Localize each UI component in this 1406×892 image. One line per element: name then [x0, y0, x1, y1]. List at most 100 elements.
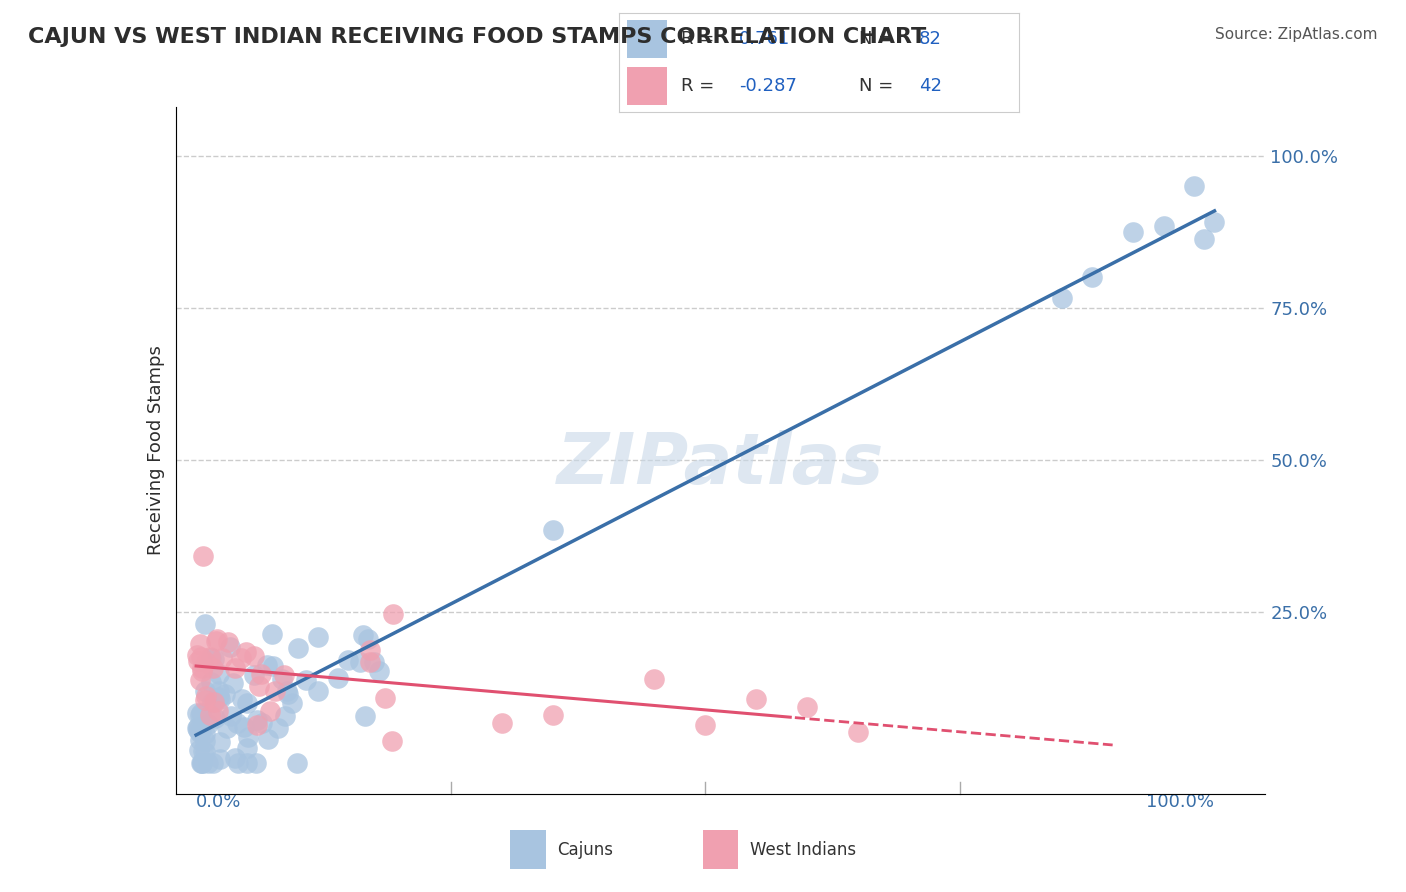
Point: [307, 630, 329, 644]
Point: [191, 661, 214, 675]
Point: [295, 673, 318, 687]
Point: [235, 741, 257, 756]
Point: [374, 691, 396, 706]
Point: [191, 756, 214, 770]
Point: [194, 746, 217, 760]
Point: [187, 654, 209, 668]
Point: [359, 642, 381, 657]
Point: [200, 674, 222, 689]
Point: [238, 730, 260, 744]
Point: [205, 633, 228, 648]
Point: [187, 723, 209, 737]
FancyBboxPatch shape: [627, 21, 666, 57]
Point: [247, 679, 270, 693]
Text: Source: ZipAtlas.com: Source: ZipAtlas.com: [1215, 27, 1378, 42]
Text: West Indians: West Indians: [751, 840, 856, 859]
Y-axis label: Receiving Food Stamps: Receiving Food Stamps: [146, 345, 165, 556]
Point: [190, 708, 212, 723]
Point: [207, 632, 229, 646]
Point: [204, 652, 226, 666]
Text: R =: R =: [681, 30, 714, 48]
Point: [191, 549, 214, 563]
Point: [745, 692, 768, 706]
Point: [187, 720, 209, 734]
Point: [224, 750, 246, 764]
Text: N =: N =: [859, 30, 893, 48]
Point: [307, 684, 329, 698]
Text: 0.0%: 0.0%: [195, 793, 242, 811]
Point: [381, 733, 404, 747]
Point: [243, 668, 266, 682]
Point: [235, 645, 257, 659]
Text: Cajuns: Cajuns: [557, 840, 613, 859]
Point: [233, 720, 256, 734]
Point: [194, 734, 217, 748]
Point: [217, 722, 239, 736]
Point: [194, 683, 217, 698]
Text: 42: 42: [920, 77, 942, 95]
Point: [246, 718, 269, 732]
Point: [194, 690, 217, 704]
Point: [188, 673, 211, 687]
Point: [1194, 232, 1216, 246]
Point: [209, 691, 232, 706]
Point: [260, 626, 283, 640]
Point: [846, 724, 869, 739]
Point: [194, 692, 217, 706]
Text: 0.761: 0.761: [740, 30, 790, 48]
Point: [194, 727, 217, 741]
Point: [191, 664, 214, 678]
Point: [274, 708, 297, 723]
Text: 82: 82: [920, 30, 942, 48]
Point: [193, 744, 215, 758]
Point: [796, 700, 818, 714]
Point: [1182, 178, 1205, 193]
Point: [541, 523, 564, 537]
Point: [231, 692, 253, 706]
FancyBboxPatch shape: [703, 830, 738, 869]
Point: [236, 756, 259, 771]
Text: R =: R =: [681, 77, 714, 95]
Point: [191, 756, 214, 771]
Point: [190, 706, 212, 721]
Point: [224, 661, 246, 675]
Point: [242, 648, 264, 663]
Point: [349, 655, 371, 669]
Point: [219, 709, 242, 723]
Point: [643, 672, 665, 686]
Point: [186, 721, 208, 735]
Point: [352, 628, 374, 642]
Point: [188, 636, 211, 650]
Point: [188, 733, 211, 747]
Point: [211, 651, 233, 665]
Point: [194, 616, 217, 631]
Point: [202, 695, 225, 709]
Point: [357, 632, 380, 646]
Point: [359, 655, 381, 669]
Point: [200, 651, 222, 665]
Point: [187, 743, 209, 757]
Point: [541, 708, 564, 723]
Point: [202, 756, 225, 771]
Point: [246, 714, 269, 728]
Point: [202, 661, 225, 675]
Text: ZIPatlas: ZIPatlas: [557, 430, 884, 499]
Point: [217, 635, 239, 649]
Point: [491, 716, 513, 731]
Point: [190, 650, 212, 665]
Point: [328, 671, 350, 685]
Point: [198, 650, 221, 665]
Point: [354, 709, 377, 723]
Point: [236, 697, 259, 711]
FancyBboxPatch shape: [627, 68, 666, 104]
Point: [204, 711, 226, 725]
Point: [208, 752, 231, 766]
Point: [186, 706, 208, 720]
Point: [257, 732, 280, 747]
Point: [1122, 225, 1144, 239]
Point: [190, 726, 212, 740]
Point: [207, 705, 229, 719]
Point: [195, 655, 218, 669]
FancyBboxPatch shape: [510, 830, 546, 869]
Point: [273, 668, 295, 682]
